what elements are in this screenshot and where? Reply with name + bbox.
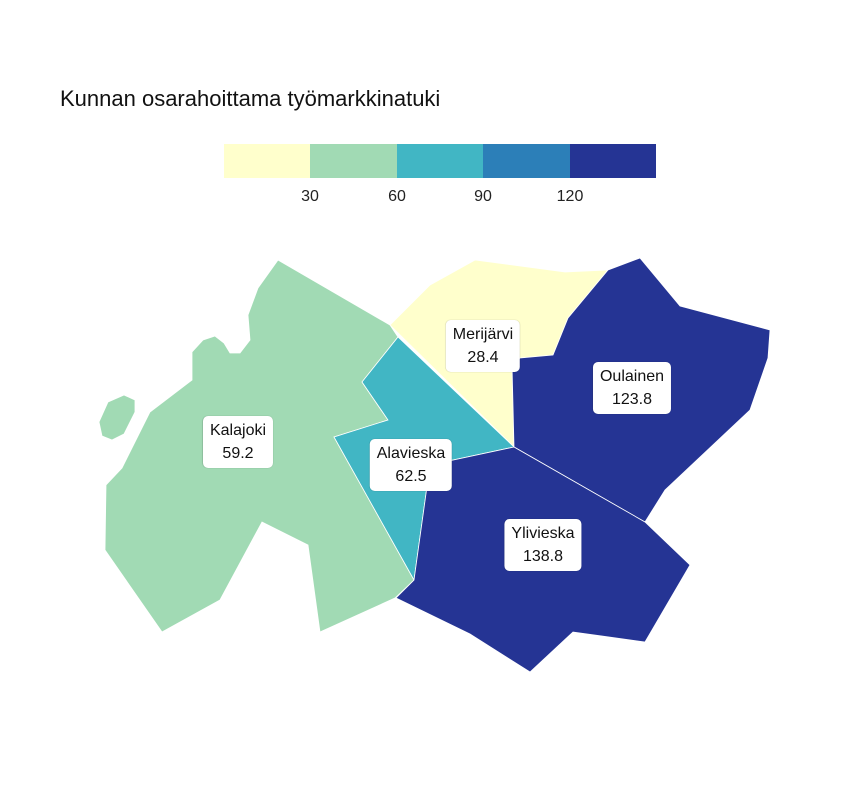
label-ylivieska: Ylivieska 138.8 — [504, 519, 582, 571]
label-alavieska-value: 62.5 — [395, 468, 427, 485]
label-kalajoki: Kalajoki 59.2 — [202, 416, 274, 468]
label-alavieska: Alavieska 62.5 — [369, 439, 453, 491]
label-kalajoki-name: Kalajoki — [209, 422, 267, 439]
legend-tick-60: 60 — [388, 188, 406, 205]
label-merijarvi-name: Merijärvi — [452, 326, 514, 343]
color-legend — [224, 144, 657, 178]
label-oulainen-name: Oulainen — [599, 368, 665, 385]
legend-swatch-4 — [483, 144, 570, 178]
legend-tick-90: 90 — [474, 188, 492, 205]
label-merijarvi: Merijärvi 28.4 — [445, 320, 521, 372]
legend-tick-120: 120 — [556, 188, 584, 205]
label-alavieska-name: Alavieska — [376, 445, 446, 462]
label-ylivieska-value: 138.8 — [522, 548, 564, 565]
label-oulainen-value: 123.8 — [611, 391, 653, 408]
legend-swatch-5 — [569, 144, 657, 178]
map-title: Kunnan osarahoittama työmarkkinatuki — [60, 86, 441, 111]
label-kalajoki-value: 59.2 — [222, 445, 254, 462]
label-ylivieska-name: Ylivieska — [511, 525, 575, 542]
region-kalajoki-island[interactable] — [98, 394, 136, 441]
legend-swatch-1 — [224, 144, 311, 178]
label-merijarvi-value: 28.4 — [467, 349, 499, 366]
legend-swatch-3 — [396, 144, 484, 178]
label-oulainen: Oulainen 123.8 — [592, 362, 672, 414]
legend-swatch-2 — [310, 144, 397, 178]
legend-tick-30: 30 — [301, 188, 319, 205]
